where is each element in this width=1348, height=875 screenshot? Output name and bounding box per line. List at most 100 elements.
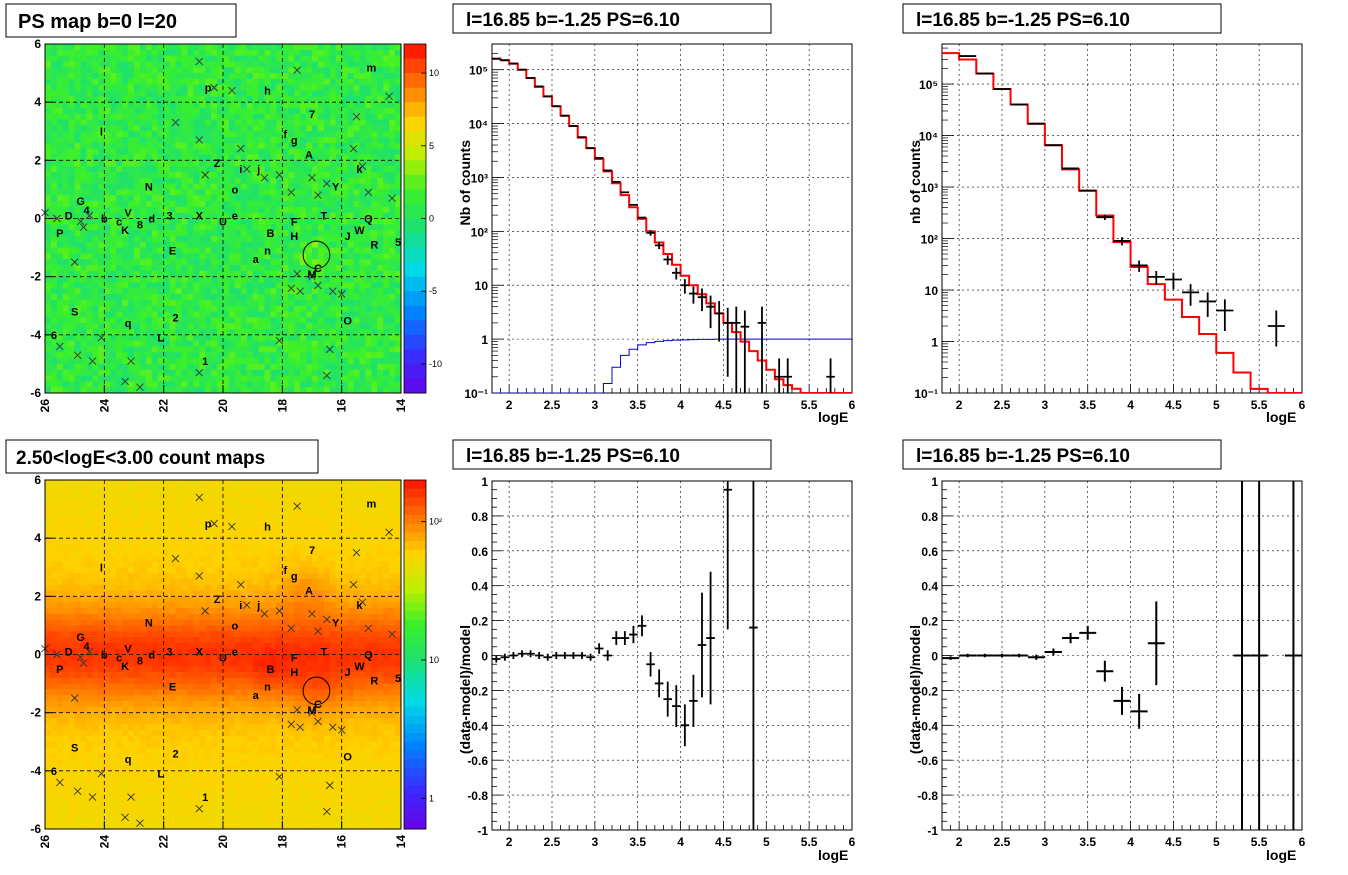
heatmap-cell [92, 671, 99, 679]
heatmap-cell [151, 485, 159, 493]
heatmap-cell [353, 183, 360, 190]
heatmap-cell [50, 782, 58, 789]
heatmap-cell [359, 131, 366, 138]
heatmap-cell [128, 526, 135, 533]
heatmap-cell [258, 265, 265, 272]
heatmap-cell [80, 741, 87, 748]
heatmap-cell [181, 177, 188, 184]
heatmap-cell [62, 811, 70, 818]
heatmap-cell [157, 712, 165, 719]
heatmap-cell [45, 480, 52, 487]
heatmap-cell [68, 102, 76, 109]
heatmap-cell [157, 218, 165, 225]
heatmap-cell [163, 509, 170, 516]
heatmap-cell [62, 631, 70, 638]
heatmap-cell [68, 235, 76, 243]
colorbar-swatch [404, 58, 426, 74]
heatmap-cell [383, 346, 390, 353]
heatmap-cell [151, 735, 159, 743]
heatmap-cell [383, 241, 390, 248]
heatmap-cell [175, 276, 182, 283]
heatmap-cell [300, 282, 307, 289]
heatmap-cell [80, 323, 87, 330]
heatmap-cell [312, 323, 319, 330]
heatmap-cell [134, 288, 141, 295]
heatmap-cell [110, 561, 117, 568]
heatmap-cell [74, 131, 81, 138]
heatmap-cell [205, 218, 212, 225]
heatmap-cell [98, 276, 105, 283]
heatmap-cell [98, 712, 105, 719]
heatmap-cell [116, 701, 123, 708]
heatmap-cell [389, 230, 396, 237]
heatmap-cell [62, 201, 70, 208]
heatmap-cell [211, 270, 218, 278]
heatmap-cell [234, 305, 242, 312]
heatmap-cell [128, 532, 135, 539]
heatmap-cell [365, 282, 372, 289]
heatmap-cell [56, 695, 64, 702]
heatmap-cell [139, 753, 147, 760]
heatmap-cell [199, 201, 206, 208]
heatmap-cell [205, 44, 212, 51]
heatmap-cell [62, 235, 70, 243]
heatmap-cell [50, 334, 58, 342]
heatmap-cell [139, 503, 147, 510]
heatmap-cell [86, 276, 93, 283]
heatmap-cell [371, 230, 378, 237]
heatmap-cell [128, 770, 135, 778]
heatmap-cell [389, 224, 396, 231]
heatmap-cell [193, 102, 200, 109]
heatmap-cell [145, 224, 153, 231]
heatmap-cell [110, 224, 117, 231]
heatmap-cell [234, 340, 242, 347]
heatmap-cell [187, 305, 194, 312]
heatmap-cell [300, 305, 307, 312]
heatmap-cell [347, 61, 354, 68]
heatmap-cell [128, 282, 135, 289]
heatmap-cell [270, 235, 277, 243]
heatmap-cell [383, 201, 390, 208]
heatmap-cell [98, 805, 105, 812]
heatmap-cell [86, 584, 93, 591]
heatmap-cell [62, 520, 70, 527]
heatmap-cell [139, 212, 147, 219]
heatmap-cell [139, 49, 147, 57]
heatmap-cell [163, 137, 170, 144]
heatmap-cell [134, 265, 141, 272]
heatmap-cell [163, 358, 170, 365]
heatmap-cell [98, 288, 105, 295]
heatmap-cell [181, 107, 188, 115]
heatmap-cell [145, 480, 153, 487]
heatmap-cell [175, 212, 182, 219]
heatmap-cell [80, 817, 87, 824]
heatmap-cell [169, 369, 176, 376]
heatmap-cell [353, 311, 360, 318]
heatmap-cell [157, 84, 165, 91]
source-cross-marker [97, 333, 106, 342]
heatmap-cell [134, 637, 141, 644]
heatmap-cell [205, 195, 212, 202]
heatmap-cell [62, 369, 70, 376]
heatmap-cell [92, 294, 99, 301]
heatmap-cell [389, 270, 396, 278]
heatmap-cell [187, 270, 194, 278]
heatmap-cell [134, 596, 141, 603]
heatmap-cell [205, 49, 212, 57]
heatmap-cell [163, 195, 170, 202]
heatmap-cell [80, 299, 87, 307]
heatmap-cell [157, 671, 165, 679]
heatmap-cell [134, 107, 141, 115]
source-cross-marker [296, 287, 304, 296]
heatmap-cell [383, 171, 390, 179]
heatmap-cell [371, 44, 378, 51]
heatmap-cell [68, 671, 76, 679]
heatmap-cell [312, 96, 319, 103]
heatmap-cell [56, 340, 64, 347]
heatmap-cell [223, 352, 230, 359]
heatmap-cell [276, 90, 283, 97]
heatmap-cell [395, 113, 401, 121]
heatmap-cell [341, 323, 348, 330]
heatmap-cell [86, 288, 93, 295]
heatmap-cell [223, 294, 230, 301]
